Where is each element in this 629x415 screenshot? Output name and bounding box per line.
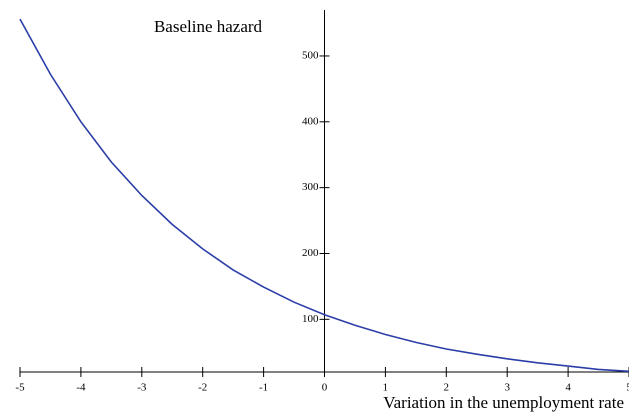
x-tick-label: -4 [76,382,86,394]
x-tick-label: 3 [504,382,510,394]
y-tick-label: 300 [302,181,319,193]
y-tick-label: 500 [302,49,319,61]
y-tick-label: 400 [302,115,319,127]
x-tick-label: 2 [444,382,450,394]
x-tick-label: -2 [198,382,207,394]
curve [19,18,629,373]
y-tick-label: 200 [302,247,319,259]
x-tick-label: -1 [259,382,268,394]
y-tick-label: 100 [302,313,319,325]
y-axis-label: Baseline hazard [154,17,263,36]
x-tick-label: -3 [137,382,147,394]
x-tick-label: 5 [626,382,629,394]
x-axis-label: Variation in the unemployment rate [383,393,624,412]
x-tick-label: 1 [383,382,389,394]
x-tick-label: 4 [565,382,571,394]
x-tick-label: 0 [322,382,328,394]
x-tick-label: -5 [15,382,25,394]
